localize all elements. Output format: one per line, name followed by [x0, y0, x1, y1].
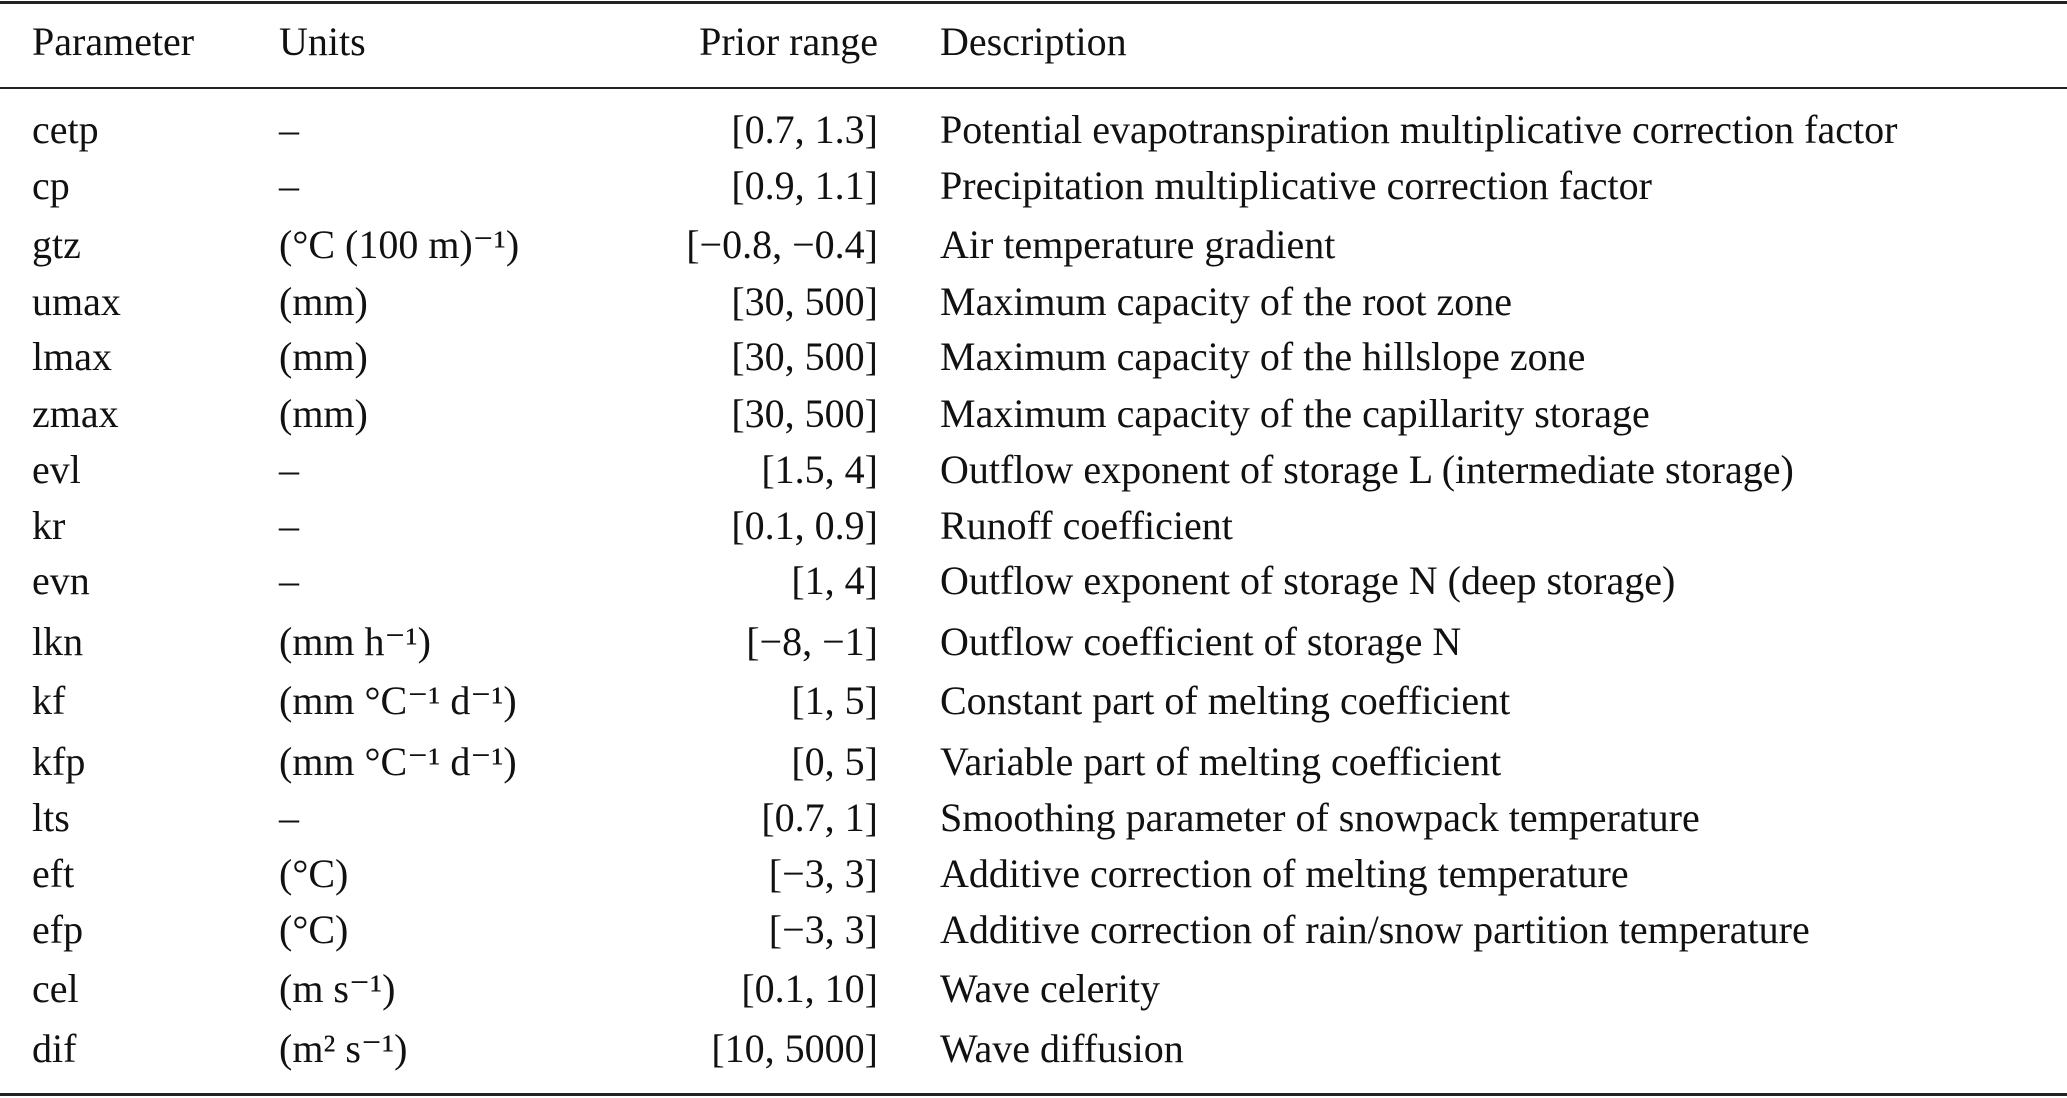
header-cell: Units [279, 19, 366, 64]
prior-range-cell: [30, 500] [731, 334, 878, 379]
top-rule [0, 1, 2067, 4]
units-cell: (mm) [279, 279, 368, 324]
prior-range-cell: [0.1, 10] [741, 966, 878, 1011]
prior-range-cell: [0.9, 1.1] [731, 163, 878, 208]
parameter-cell: dif [32, 1026, 77, 1071]
parameter-cell: cetp [32, 107, 99, 152]
units-cell: (mm °C⁻¹ d⁻¹) [279, 739, 517, 784]
parameter-cell: evn [32, 558, 90, 603]
parameter-cell: efp [32, 907, 84, 952]
description-cell: Runoff coefficient [940, 503, 1233, 548]
description-cell: Constant part of melting coefficient [940, 678, 1511, 723]
description-cell: Air temperature gradient [940, 222, 1336, 267]
description-cell: Potential evapotranspiration multiplicat… [940, 107, 1898, 152]
description-cell: Maximum capacity of the capillarity stor… [940, 391, 1650, 436]
units-cell: – [279, 447, 299, 492]
parameter-cell: evl [32, 447, 81, 492]
prior-range-cell: [−3, 3] [768, 907, 878, 952]
parameter-cell: kfp [32, 739, 86, 784]
parameter-cell: kf [32, 678, 66, 723]
description-cell: Additive correction of melting temperatu… [940, 851, 1629, 896]
units-cell: (°C) [279, 907, 349, 952]
description-cell: Wave celerity [940, 966, 1160, 1011]
units-cell: – [279, 163, 299, 208]
units-cell: – [279, 107, 299, 152]
description-cell: Outflow exponent of storage L (intermedi… [940, 447, 1794, 492]
parameter-cell: eft [32, 851, 75, 896]
units-cell: (m² s⁻¹) [279, 1026, 408, 1071]
prior-range-cell: [0.7, 1.3] [731, 107, 878, 152]
units-cell: (°C) [279, 851, 349, 896]
parameter-cell: zmax [32, 391, 119, 436]
prior-range-cell: [30, 500] [731, 279, 878, 324]
bottom-rule [0, 1093, 2067, 1096]
description-cell: Smoothing parameter of snowpack temperat… [940, 795, 1700, 840]
prior-range-cell: [1, 5] [791, 678, 878, 723]
prior-range-cell: [−8, −1] [746, 619, 878, 664]
parameter-cell: lts [32, 795, 70, 840]
description-cell: Wave diffusion [940, 1026, 1184, 1071]
description-cell: Variable part of melting coefficient [940, 739, 1502, 784]
parameter-cell: kr [32, 503, 66, 548]
description-cell: Outflow exponent of storage N (deep stor… [940, 558, 1676, 603]
parameter-cell: cel [32, 966, 79, 1011]
parameter-cell: lkn [32, 619, 84, 664]
prior-range-cell: [0.1, 0.9] [731, 503, 878, 548]
description-cell: Maximum capacity of the hillslope zone [940, 334, 1586, 379]
description-cell: Additive correction of rain/snow partiti… [940, 907, 1810, 952]
units-cell: (mm °C⁻¹ d⁻¹) [279, 678, 517, 723]
parameter-cell: cp [32, 163, 70, 208]
parameter-cell: umax [32, 279, 121, 324]
prior-range-cell: [−3, 3] [768, 851, 878, 896]
header-cell: Parameter [32, 19, 195, 64]
prior-range-cell: [0, 5] [791, 739, 878, 784]
units-cell: (mm) [279, 391, 368, 436]
description-cell: Outflow coefficient of storage N [940, 619, 1462, 664]
description-cell: Maximum capacity of the root zone [940, 279, 1513, 324]
units-cell: (°C (100 m)⁻¹) [279, 222, 520, 267]
units-cell: (mm) [279, 334, 368, 379]
prior-range-cell: [10, 5000] [711, 1026, 878, 1071]
parameter-cell: gtz [32, 222, 81, 267]
units-cell: – [279, 558, 299, 603]
prior-range-cell: [1, 4] [791, 558, 878, 603]
prior-range-cell: [−0.8, −0.4] [686, 222, 878, 267]
header-cell: Description [940, 19, 1127, 64]
prior-range-cell: [1.5, 4] [761, 447, 878, 492]
units-cell: – [279, 503, 299, 548]
parameter-cell: lmax [32, 334, 112, 379]
units-cell: – [279, 795, 299, 840]
header-rule [0, 87, 2067, 89]
units-cell: (m s⁻¹) [279, 966, 396, 1011]
description-cell: Precipitation multiplicative correction … [940, 163, 1652, 208]
header-cell: Prior range [699, 19, 878, 64]
prior-range-cell: [30, 500] [731, 391, 878, 436]
prior-range-cell: [0.7, 1] [761, 795, 878, 840]
units-cell: (mm h⁻¹) [279, 619, 431, 664]
